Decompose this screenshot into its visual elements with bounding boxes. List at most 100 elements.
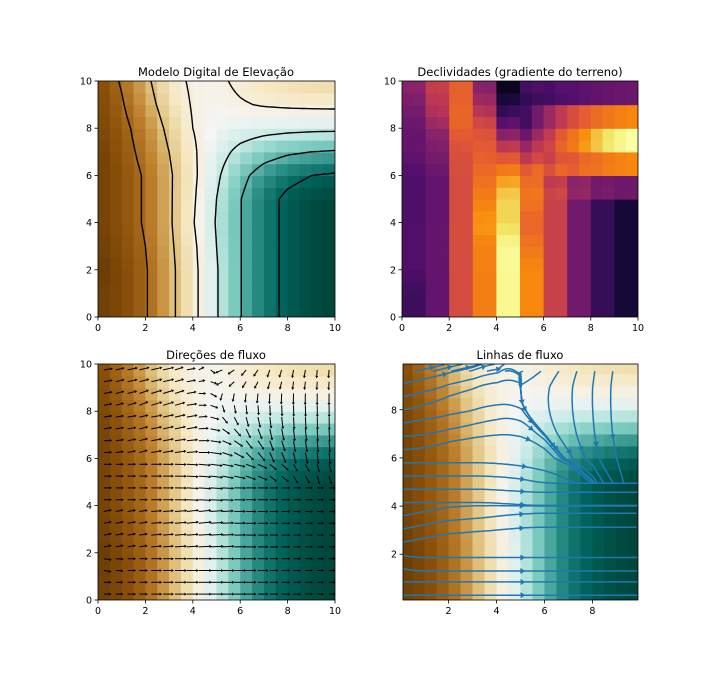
heatmap-cell <box>592 364 606 375</box>
heatmap-cell <box>496 222 509 235</box>
heatmap-cell <box>555 199 568 212</box>
flow-arrow-head <box>254 498 257 502</box>
heatmap-cell <box>425 258 438 271</box>
flow-arrow-head <box>184 569 187 572</box>
heatmap-cell <box>275 140 289 153</box>
flow-arrow-head <box>266 374 270 378</box>
flow-arrow-head <box>145 509 148 513</box>
heatmap-cell <box>299 128 312 141</box>
flow-arrow-head <box>121 498 124 502</box>
heatmap-cell <box>590 210 604 224</box>
heatmap-cell <box>133 305 146 317</box>
streamline-arrow <box>525 435 532 442</box>
flow-arrow <box>269 440 274 449</box>
heatmap-cell <box>133 199 146 212</box>
flow-arrow-head <box>180 366 184 370</box>
flow-arrow <box>151 545 160 548</box>
heatmap-cell <box>448 445 462 459</box>
flow-arrow-head <box>159 389 163 393</box>
heatmap-cell <box>508 140 521 153</box>
heatmap-cell <box>580 518 594 531</box>
flow-arrow <box>233 405 236 412</box>
flow-arrow-head <box>333 592 335 596</box>
flow-arrow <box>186 545 197 548</box>
heatmap-cell <box>448 566 462 579</box>
heatmap-cell <box>192 234 206 247</box>
heatmap-cell <box>602 199 615 212</box>
heatmap-cell <box>484 421 498 435</box>
heatmap-cell <box>157 269 170 283</box>
heatmap-cell <box>520 222 533 235</box>
heatmap-cell <box>626 140 638 153</box>
heatmap-cell <box>192 305 206 317</box>
heatmap-cell <box>556 530 570 543</box>
heatmap-cell <box>133 175 146 188</box>
heatmap-cell <box>121 140 135 153</box>
heatmap-cell <box>532 506 546 519</box>
heatmap-cell <box>157 234 170 247</box>
heatmap-cell <box>436 445 450 459</box>
heatmap-cell <box>508 554 522 567</box>
heatmap-cell <box>449 234 462 247</box>
heatmap-cell <box>508 506 522 519</box>
heatmap-cell <box>602 151 615 165</box>
heatmap-cell <box>544 457 558 471</box>
heatmap-cell <box>240 246 253 259</box>
flow-arrow-head <box>109 379 113 383</box>
heatmap-cell <box>460 433 474 447</box>
flow-arrow-head <box>220 486 224 490</box>
x-tick-label: 2 <box>446 606 452 617</box>
heatmap-cell <box>628 482 638 495</box>
heatmap-cell <box>616 530 630 543</box>
flow-arrow <box>255 381 259 387</box>
heatmap-cell <box>287 210 301 224</box>
flow-arrow-head <box>121 557 124 561</box>
streamline-arrow <box>609 434 616 440</box>
heatmap-cell <box>323 305 335 317</box>
heatmap-cell <box>532 397 546 411</box>
heatmap-cell <box>240 187 253 200</box>
heatmap-cell <box>448 457 462 471</box>
flow-arrow <box>281 475 288 481</box>
heatmap-cell <box>555 258 568 271</box>
flow-arrow <box>127 439 134 442</box>
heatmap-cell <box>555 92 568 106</box>
heatmap-cell <box>145 234 158 247</box>
flow-arrow <box>127 391 135 394</box>
heatmap-cell <box>449 163 462 176</box>
heatmap-cell <box>508 258 521 271</box>
heatmap-cell <box>240 258 253 271</box>
heatmap-cell <box>531 92 545 106</box>
flow-arrow-head <box>120 592 124 596</box>
heatmap-cell <box>424 578 438 591</box>
heatmap-cell <box>437 293 450 306</box>
streamline <box>403 567 638 572</box>
heatmap-cell <box>532 518 546 531</box>
flow-arrow-head <box>120 520 124 524</box>
heatmap-cell <box>508 128 521 141</box>
flow-arrow <box>115 521 122 524</box>
heatmap-cell <box>508 104 521 117</box>
heatmap-cell <box>425 151 438 165</box>
heatmap-cell <box>98 81 111 94</box>
heatmap-cell <box>579 281 592 294</box>
heatmap-cell <box>531 128 545 141</box>
heatmap-cell <box>461 246 474 259</box>
flow-arrow <box>316 464 320 471</box>
heatmap-cell <box>626 269 638 283</box>
heatmap-cell <box>496 246 509 259</box>
heatmap-cell <box>496 421 510 435</box>
heatmap-cell <box>484 92 497 106</box>
heatmap-cell <box>461 163 474 176</box>
flow-arrow <box>174 402 183 406</box>
heatmap-cell <box>448 518 462 531</box>
flow-arrow <box>269 463 276 469</box>
flow-arrow <box>186 368 194 371</box>
heatmap-cell <box>484 305 497 317</box>
heatmap-cell <box>556 578 570 591</box>
chart-title-elevation: Modelo Digital de Elevação <box>138 65 294 79</box>
heatmap-cell <box>311 199 324 212</box>
heatmap-cell <box>555 234 568 247</box>
